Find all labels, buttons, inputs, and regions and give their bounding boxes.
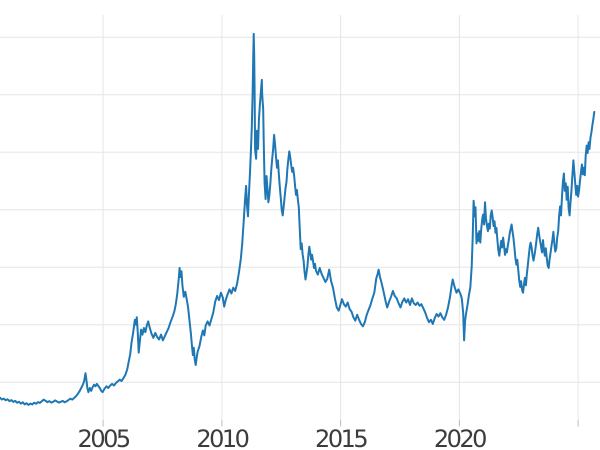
x-tick-label: 2020: [434, 425, 486, 450]
x-tick-label: 2015: [315, 425, 367, 450]
x-tick-label: 2005: [78, 425, 130, 450]
price-line: [0, 32, 596, 406]
x-tick-label: 2010: [196, 425, 248, 450]
